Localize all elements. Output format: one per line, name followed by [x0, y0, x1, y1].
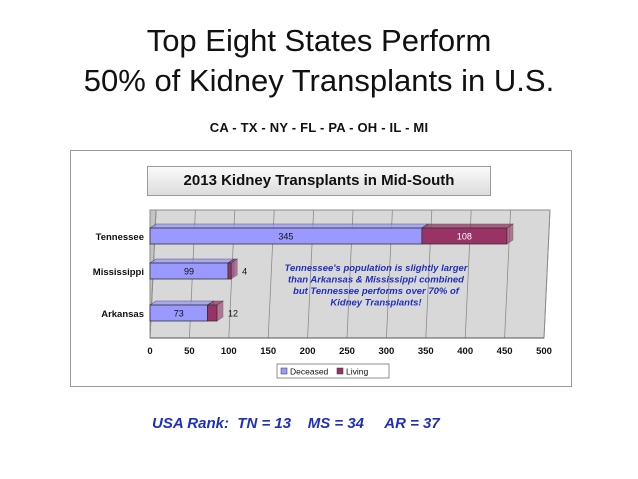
usa-rank-text: USA Rank: TN = 13 MS = 34 AR = 37 — [152, 415, 440, 432]
annotation-line: than Arkansas & Mississippi combined — [288, 275, 464, 286]
bar-living-mississippi — [227, 262, 232, 280]
bar-value-label: 108 — [457, 232, 472, 242]
x-tick-label: 350 — [418, 346, 434, 357]
category-label: Tennessee — [96, 232, 144, 243]
x-tick-label: 150 — [260, 346, 276, 357]
x-tick-label: 100 — [221, 346, 237, 357]
legend-swatch-deceased — [280, 367, 288, 375]
annotation-line: Tennessee's population is slightly large… — [285, 263, 469, 274]
bar-value-label: 12 — [228, 309, 238, 319]
bar-chart: 0 50 100 150 200 250 300 350 400 450 500 Tennessee 3… — [93, 209, 552, 379]
slide-subtitle: CA - TX - NY - FL - PA - OH - IL - MI — [209, 120, 429, 135]
x-tick-label: 0 — [147, 346, 152, 357]
legend-box — [276, 363, 390, 379]
category-label: Mississippi — [93, 267, 144, 278]
legend-label-living: Living — [346, 367, 368, 377]
annotation-line: Kidney Transplants! — [330, 298, 421, 309]
chart-title: 2013 Kidney Transplants in Mid-South — [147, 166, 491, 196]
bar-top-face — [149, 300, 215, 306]
gridline — [543, 209, 551, 339]
bar-value-label: 345 — [278, 232, 293, 242]
slide-title-line-1: Top Eight States Perform — [146, 23, 492, 58]
bar-top-face — [420, 223, 514, 229]
x-tick-label: 200 — [300, 346, 316, 357]
x-tick-label: 400 — [457, 346, 473, 357]
bar-value-label: 73 — [174, 309, 184, 319]
x-tick-label: 50 — [184, 346, 195, 357]
category-label: Arkansas — [101, 309, 144, 320]
bar-top-face — [149, 258, 236, 264]
annotation-line: but Tennessee performs over 70% of — [293, 286, 460, 297]
bar-side-face — [216, 300, 224, 322]
bar-side-face — [230, 258, 238, 280]
bar-value-label: 4 — [242, 267, 247, 277]
legend-swatch-living — [336, 367, 344, 375]
bar-value-label: 99 — [184, 267, 194, 277]
bar-living-arkansas — [207, 304, 218, 322]
bar-side-face — [506, 223, 514, 245]
x-tick-label: 450 — [497, 346, 513, 357]
bar-top-face — [149, 223, 429, 229]
legend-label-deceased: Deceased — [290, 367, 329, 377]
x-tick-label: 500 — [536, 346, 552, 357]
slide-title-line-2: 50% of Kidney Transplants in U.S. — [83, 63, 555, 98]
x-tick-label: 250 — [339, 346, 355, 357]
x-tick-label: 300 — [378, 346, 394, 357]
